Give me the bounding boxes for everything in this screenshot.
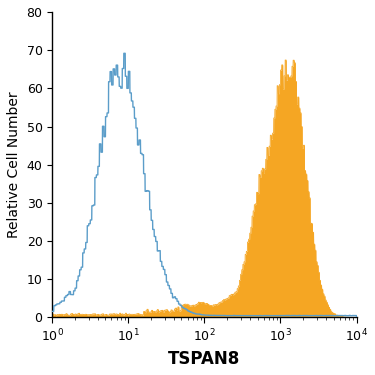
Y-axis label: Relative Cell Number: Relative Cell Number (7, 92, 21, 238)
X-axis label: TSPAN8: TSPAN8 (168, 350, 240, 368)
